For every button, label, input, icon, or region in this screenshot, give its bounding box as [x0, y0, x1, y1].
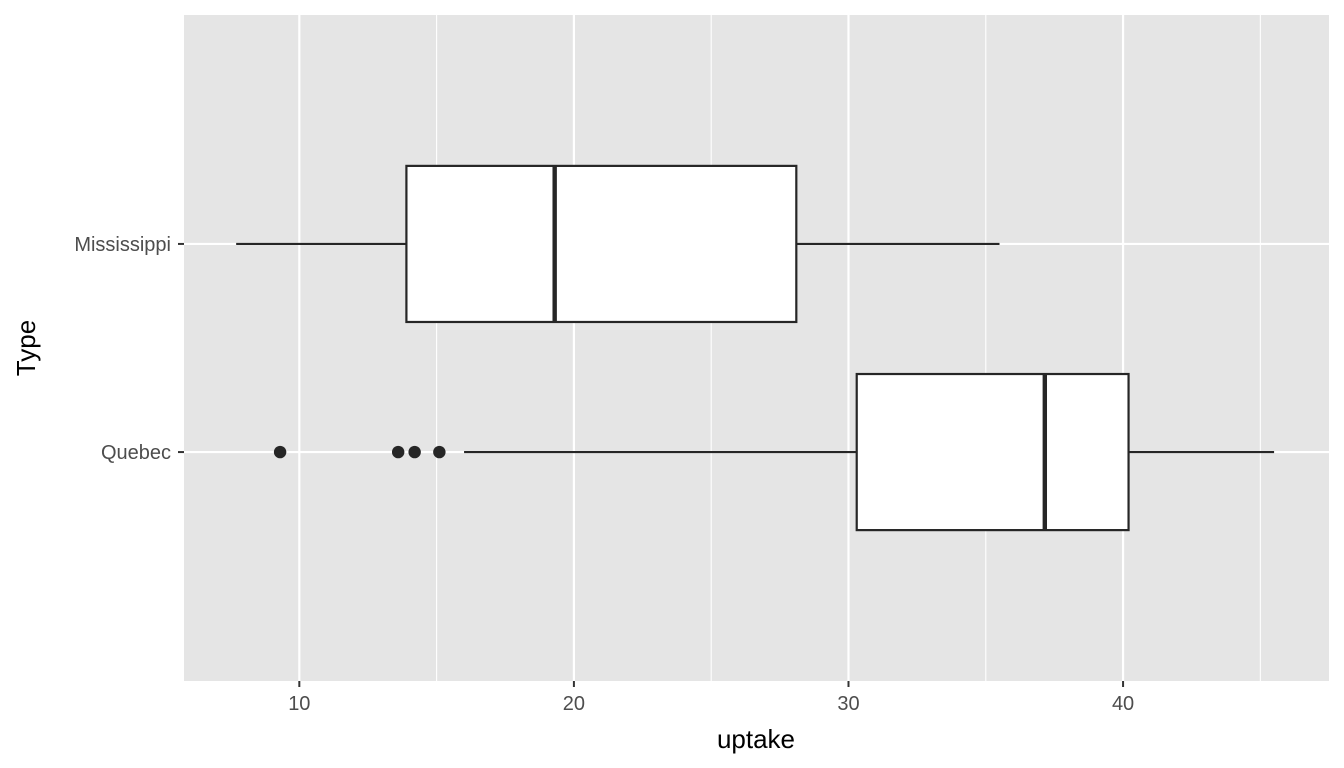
outlier-point: [433, 445, 446, 459]
x-tick-label: 40: [1112, 693, 1134, 715]
x-axis: 10 20 30 40: [288, 681, 1134, 715]
x-tick-label: 10: [288, 693, 310, 715]
minor-gridlines: [436, 15, 1261, 681]
outlier-point: [273, 445, 287, 459]
outlier-point: [408, 445, 421, 459]
x-axis-title: uptake: [717, 724, 795, 754]
y-axis: Mississippi Quebec: [74, 234, 184, 464]
y-tick-label: Quebec: [101, 442, 171, 464]
box-iqr: [855, 372, 1130, 532]
boxplot-series: [236, 164, 1275, 532]
box-iqr: [405, 164, 798, 324]
y-axis-title: Type: [11, 320, 41, 376]
y-tick-label: Mississippi: [74, 234, 171, 256]
x-tick-label: 30: [837, 693, 859, 715]
x-tick-label: 20: [563, 693, 585, 715]
plot-panel: [184, 15, 1329, 681]
outlier-point: [391, 445, 405, 459]
